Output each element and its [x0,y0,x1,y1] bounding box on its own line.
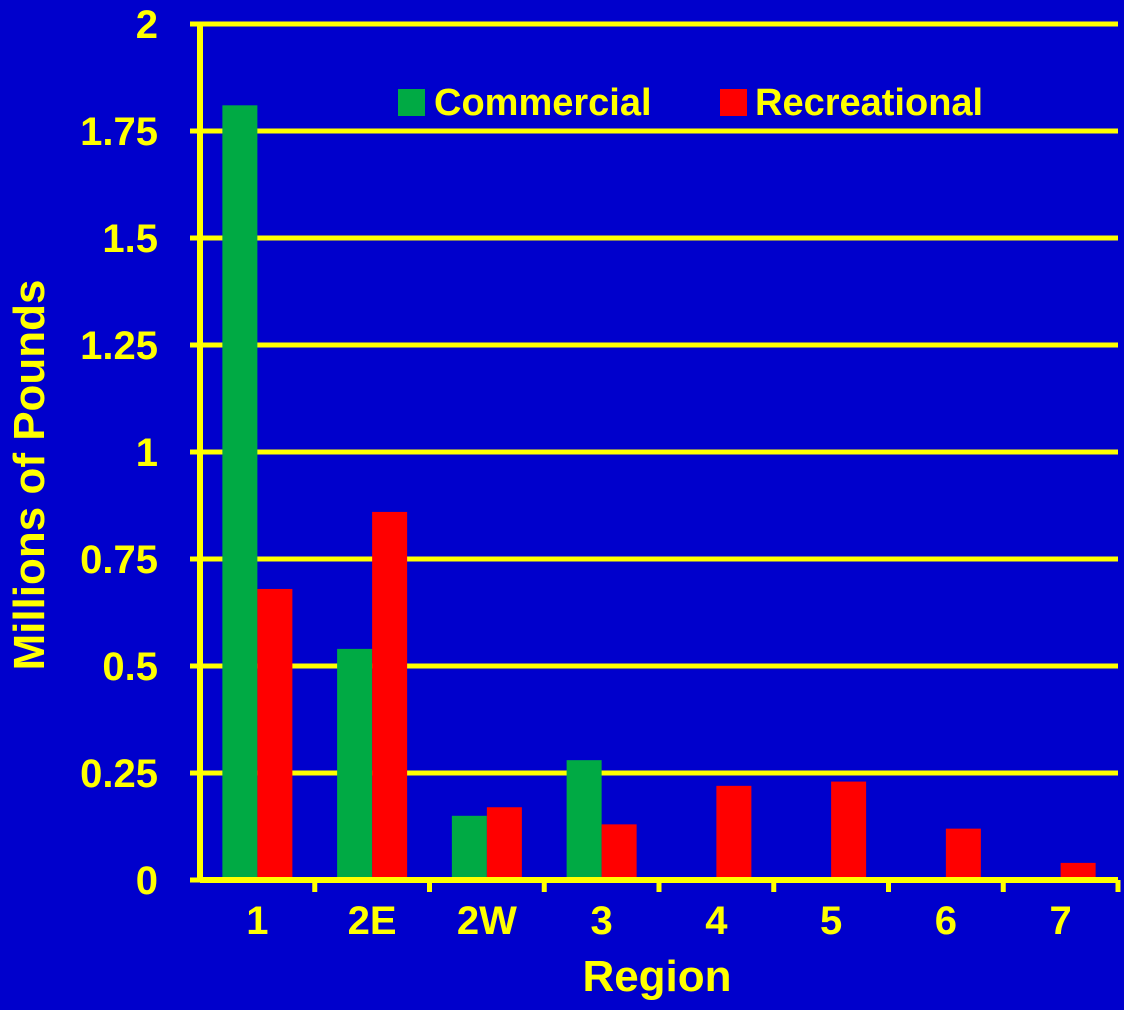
legend-swatch-commercial [398,89,425,116]
bar-recreational [716,785,752,880]
x-tick-label: 5 [820,899,842,943]
bar-recreational [1060,862,1096,880]
x-tick-label: 6 [935,899,957,943]
axes [190,21,1121,892]
y-tick-label: 0 [136,859,158,903]
x-tick-labels: 1 2E 2W 3 4 5 6 7 [246,899,1072,943]
bars [222,105,1096,880]
legend-label-commercial: Commercial [434,82,652,124]
y-tick-labels: 0 0.25 0.5 0.75 1 1.25 1.5 1.75 2 [80,3,158,903]
bar-commercial [222,105,258,880]
bar-commercial [337,648,373,880]
y-tick-label: 0.25 [80,752,158,796]
bar-recreational [372,511,408,880]
y-axis-title: Millions of Pounds [5,279,54,670]
bar-recreational [945,828,981,880]
x-tick-label: 4 [705,899,728,943]
x-tick-label: 1 [246,899,268,943]
legend: Commercial Recreational [398,82,983,124]
legend-label-recreational: Recreational [755,82,983,124]
bar-commercial [451,815,487,880]
y-tick-label: 2 [136,3,158,47]
y-tick-label: 1.25 [80,324,158,368]
y-tick-label: 0.75 [80,538,158,582]
bar-recreational [257,588,293,880]
y-tick-label: 0.5 [102,645,158,689]
bar-recreational [486,807,522,880]
x-tick-label: 2E [348,899,397,943]
y-tick-label: 1.75 [80,110,158,154]
x-tick-label: 7 [1050,899,1072,943]
x-axis-title: Region [582,952,731,1001]
legend-swatch-recreational [720,89,747,116]
y-tick-label: 1.5 [102,217,158,261]
bar-recreational [831,781,867,880]
x-tick-label: 2W [457,899,517,943]
bar-commercial [566,760,602,880]
bar-recreational [601,824,637,880]
x-tick-label: 3 [591,899,613,943]
y-tick-label: 1 [136,431,158,475]
